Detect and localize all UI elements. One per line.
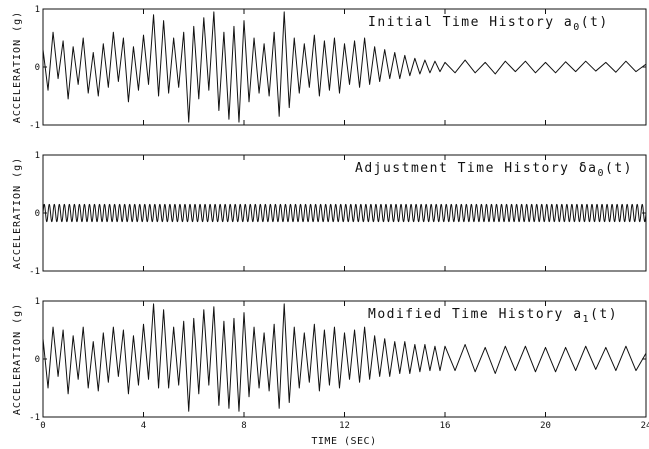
x-axis-label: TIME (SEC) [311, 436, 376, 447]
y-tick-label: 0 [35, 63, 40, 73]
y-tick-label: 1 [35, 5, 40, 15]
y-tick-label: 0 [35, 209, 40, 219]
panel-title: Initial Time History a0(t) [368, 15, 609, 33]
y-tick-label: -1 [29, 267, 40, 277]
panel-title: Adjustment Time History δa0(t) [355, 161, 633, 179]
panel-bottom: ACCELERATION (g) 1 0 -1 Modified Time Hi… [12, 297, 649, 447]
x-tick-label: 0 [40, 421, 45, 431]
x-tick-label: 20 [540, 421, 551, 431]
x-tick-labels: 0 4 8 12 16 20 24 [40, 421, 649, 431]
panel-title: Modified Time History a1(t) [368, 307, 618, 325]
y-axis-label: ACCELERATION (g) [12, 157, 23, 269]
x-tick-label: 4 [141, 421, 146, 431]
series-line [43, 204, 646, 221]
x-tick-label: 12 [339, 421, 350, 431]
y-axis-label: ACCELERATION (g) [12, 303, 23, 415]
x-tick-label: 16 [440, 421, 451, 431]
panel-top: ACCELERATION (g) 1 0 -1 Initial Time His… [12, 5, 646, 131]
y-tick-label: 1 [35, 297, 40, 307]
x-tick-label: 8 [241, 421, 246, 431]
y-tick-label: 1 [35, 151, 40, 161]
y-tick-label: -1 [29, 121, 40, 131]
y-axis-label: ACCELERATION (g) [12, 11, 23, 123]
x-tick-label: 24 [641, 421, 649, 431]
y-tick-label: -1 [29, 413, 40, 423]
panel-middle: ACCELERATION (g) 1 0 -1 Adjustment Time … [12, 151, 646, 277]
y-tick-label: 0 [35, 355, 40, 365]
